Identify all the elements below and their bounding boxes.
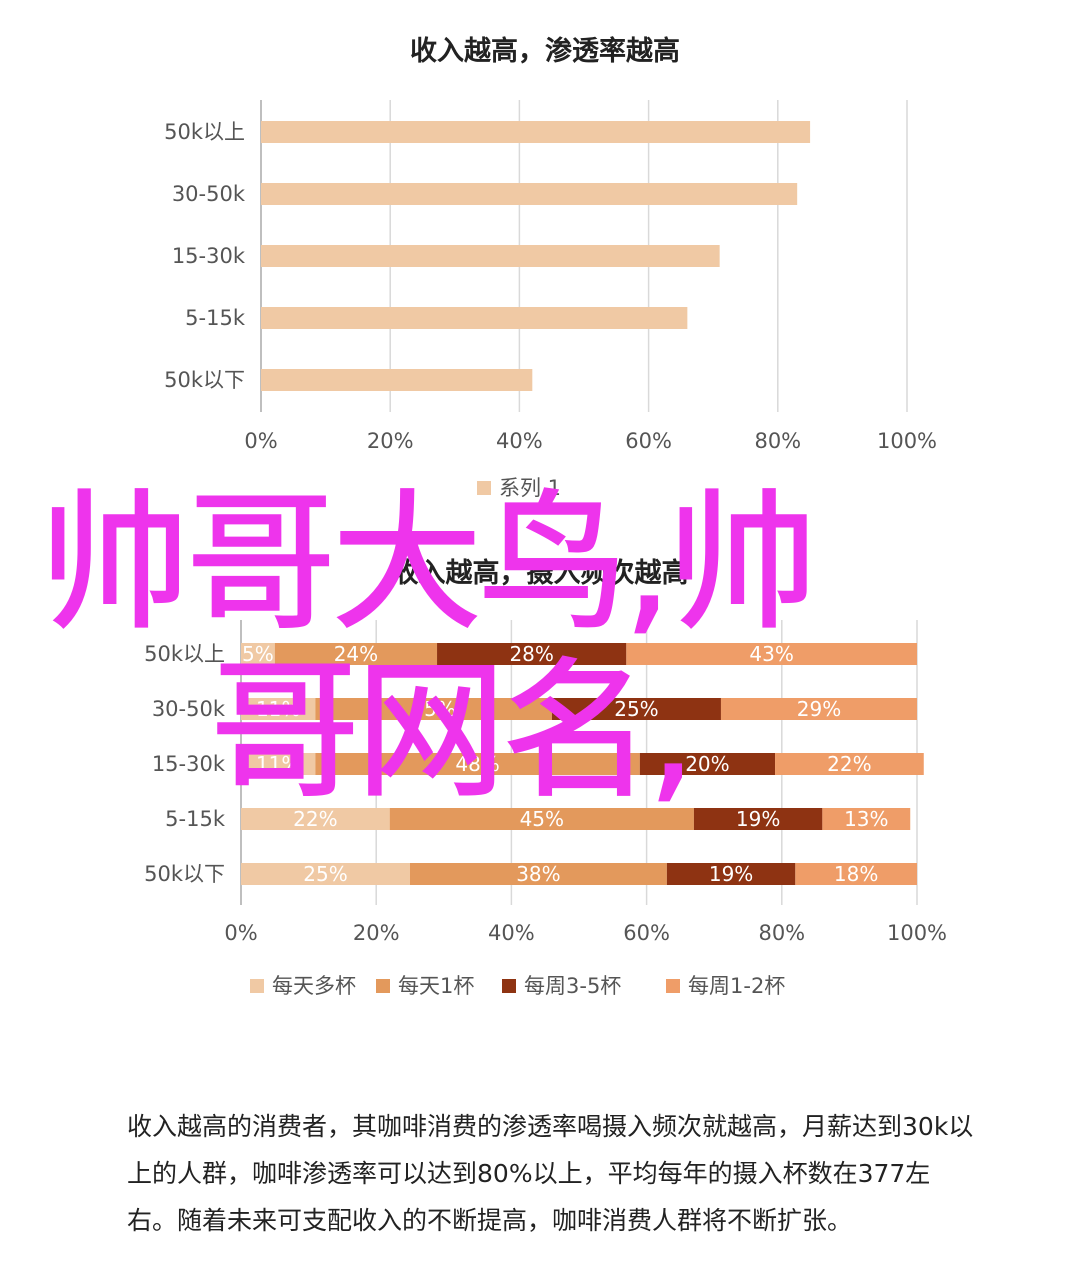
bar <box>693 808 823 830</box>
data-label: 24% <box>334 642 378 666</box>
legend-swatch <box>376 979 390 993</box>
chart-income-frequency: 收入越高，摄入频次越高 5% 24% 28% 43% 11% 35% 25% 29% 11% 48… <box>144 557 947 998</box>
x-tick-label: 40% <box>488 921 535 945</box>
data-label: 11% <box>256 697 300 721</box>
x-tick-label: 100% <box>877 429 937 453</box>
data-label: 25% <box>614 697 658 721</box>
value-axis: 0% 20% 40% 60% 80% 100% <box>224 921 947 945</box>
data-label: 35% <box>411 697 455 721</box>
x-tick-label: 40% <box>496 429 543 453</box>
bar <box>241 698 316 720</box>
bar <box>261 307 688 329</box>
data-label: 20% <box>685 752 729 776</box>
legend: 系列 1 <box>477 476 561 500</box>
category-axis: 50k以上 30-50k 15-30k 5-15k 50k以下 <box>164 120 246 392</box>
x-tick-label: 80% <box>758 921 805 945</box>
data-label: 22% <box>827 752 871 776</box>
data-label: 19% <box>736 807 780 831</box>
bar <box>274 643 438 665</box>
category-label: 5-15k <box>185 306 246 330</box>
data-label: 22% <box>293 807 337 831</box>
legend: 每天多杯 每天1杯 每周3-5杯 每周1-2杯 <box>250 974 785 998</box>
x-tick-label: 60% <box>623 921 670 945</box>
bar <box>437 643 627 665</box>
x-tick-label: 0% <box>224 921 257 945</box>
value-axis: 0% 20% 40% 60% 80% 100% <box>244 429 937 453</box>
category-label: 30-50k <box>152 697 226 721</box>
legend-swatch <box>502 979 516 993</box>
chart-title: 收入越高，摄入频次越高 <box>392 557 689 589</box>
category-label: 5-15k <box>165 807 226 831</box>
bar <box>315 698 552 720</box>
data-label: 43% <box>749 642 793 666</box>
data-label: 13% <box>844 807 888 831</box>
caption-paragraph: 收入越高的消费者，其咖啡消费的渗透率喝摄入频次就越高，月薪达到30k以上的人群，… <box>127 1112 974 1235</box>
bar <box>775 753 924 775</box>
bar-group: 5% 24% 28% 43% 11% 35% 25% 29% 11% 48% 20% 22% 22% 45… <box>241 642 924 886</box>
bar <box>241 863 410 885</box>
bar <box>795 863 917 885</box>
category-label: 50k以上 <box>164 120 245 144</box>
legend-label: 每周1-2杯 <box>688 974 785 998</box>
data-label: 5% <box>242 642 274 666</box>
legend-swatch <box>666 979 680 993</box>
bar <box>261 183 798 205</box>
bar <box>315 753 640 775</box>
legend-label: 每天1杯 <box>398 974 474 998</box>
bar <box>241 808 390 830</box>
bar <box>720 698 917 720</box>
legend-label: 每天多杯 <box>272 974 356 998</box>
category-label: 15-30k <box>152 752 226 776</box>
data-label: 19% <box>709 862 753 886</box>
bar <box>261 121 811 143</box>
data-label: 29% <box>797 697 841 721</box>
bar <box>261 369 533 391</box>
x-tick-label: 80% <box>754 429 801 453</box>
x-tick-label: 100% <box>887 921 947 945</box>
data-label: 25% <box>303 862 347 886</box>
x-tick-label: 0% <box>244 429 277 453</box>
data-label: 38% <box>516 862 560 886</box>
bar <box>389 808 694 830</box>
bar <box>551 698 721 720</box>
x-tick-label: 20% <box>353 921 400 945</box>
category-label: 50k以下 <box>164 368 245 392</box>
bar <box>626 643 917 665</box>
chart-title: 收入越高，渗透率越高 <box>410 35 680 67</box>
bar <box>261 245 720 267</box>
bar <box>410 863 667 885</box>
x-tick-label: 20% <box>367 429 414 453</box>
data-label: 45% <box>520 807 564 831</box>
legend-label: 系列 1 <box>499 476 561 500</box>
legend-swatch <box>477 481 491 495</box>
category-label: 30-50k <box>172 182 246 206</box>
legend-swatch <box>250 979 264 993</box>
bar <box>666 863 796 885</box>
data-label: 11% <box>256 752 300 776</box>
bar <box>241 643 275 665</box>
x-tick-label: 60% <box>625 429 672 453</box>
legend-label: 每周3-5杯 <box>524 974 621 998</box>
bar <box>241 753 316 775</box>
category-label: 15-30k <box>172 244 246 268</box>
data-label: 28% <box>509 642 553 666</box>
data-label: 18% <box>834 862 878 886</box>
bar-group <box>261 121 811 391</box>
bar <box>639 753 776 775</box>
chart-income-penetration: 收入越高，渗透率越高 50k以上 30-50k 15-30k 5-15k 50k以下 0… <box>164 35 937 500</box>
data-label: 48% <box>455 752 499 776</box>
bar <box>822 808 911 830</box>
category-axis: 50k以上 30-50k 15-30k 5-15k 50k以下 <box>144 642 226 886</box>
category-label: 50k以下 <box>144 862 225 886</box>
category-label: 50k以上 <box>144 642 225 666</box>
